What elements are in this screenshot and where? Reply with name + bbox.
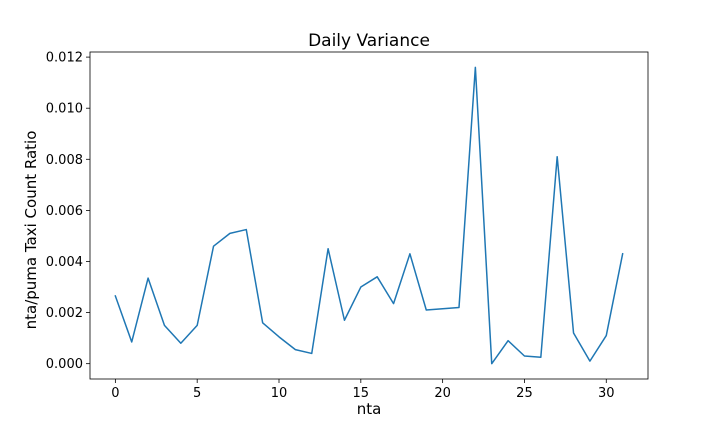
y-axis-title: nta/puma Taxi Count Ratio	[22, 131, 40, 330]
y-tick-label: 0.000	[46, 357, 83, 372]
y-tick-label: 0.008	[46, 153, 83, 168]
x-tick-label: 20	[434, 386, 451, 401]
plot-frame	[89, 51, 649, 380]
y-tick-label: 0.002	[46, 306, 83, 321]
x-tick-label: 15	[353, 386, 370, 401]
x-tick-label: 25	[516, 386, 533, 401]
series-line-0	[114, 66, 624, 365]
x-axis-title: nta	[357, 400, 382, 418]
x-tick-label: 5	[193, 386, 201, 401]
chart-title: Daily Variance	[308, 31, 430, 51]
y-tick-label: 0.004	[46, 255, 83, 270]
y-tick-label: 0.012	[46, 51, 83, 66]
x-tick-label: 0	[111, 386, 119, 401]
y-tick-label: 0.010	[46, 102, 83, 117]
plot-area: 0 5 10 15 20 25 30 0.000 0.002 0.004 0.006 0.008 0.0…	[46, 51, 649, 401]
y-tick-label: 0.006	[46, 204, 83, 219]
x-tick-label: 10	[271, 386, 288, 401]
x-tick-label: 30	[598, 386, 615, 401]
